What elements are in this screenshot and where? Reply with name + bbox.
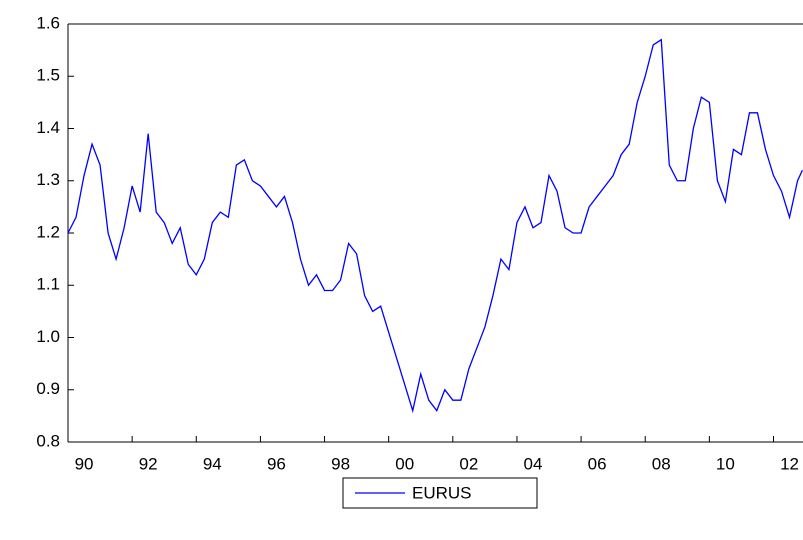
x-tick-label: 08 <box>652 454 671 473</box>
y-tick-label: 1.0 <box>36 327 60 346</box>
y-tick-label: 1.1 <box>36 275 60 294</box>
x-tick-label: 94 <box>203 454 222 473</box>
x-tick-label: 10 <box>716 454 735 473</box>
x-tick-label: 92 <box>139 454 158 473</box>
y-tick-label: 1.2 <box>36 222 60 241</box>
y-tick-label: 1.6 <box>36 13 60 32</box>
y-tick-label: 1.4 <box>36 118 60 137</box>
x-tick-label: 04 <box>524 454 543 473</box>
y-tick-label: 0.8 <box>36 431 60 450</box>
legend-label: EURUS <box>412 483 472 502</box>
y-tick-label: 1.3 <box>36 170 60 189</box>
x-tick-label: 98 <box>331 454 350 473</box>
y-tick-label: 1.5 <box>36 66 60 85</box>
data-line <box>67 38 803 414</box>
x-tick-label: 96 <box>267 454 286 473</box>
y-tick-label: 0.9 <box>36 379 60 398</box>
legend-box <box>342 477 538 509</box>
x-tick-label: 02 <box>459 454 478 473</box>
x-tick-label: 00 <box>395 454 414 473</box>
x-tick-label: 90 <box>75 454 94 473</box>
x-tick-label: 06 <box>588 454 607 473</box>
x-tick-label: 12 <box>780 454 799 473</box>
